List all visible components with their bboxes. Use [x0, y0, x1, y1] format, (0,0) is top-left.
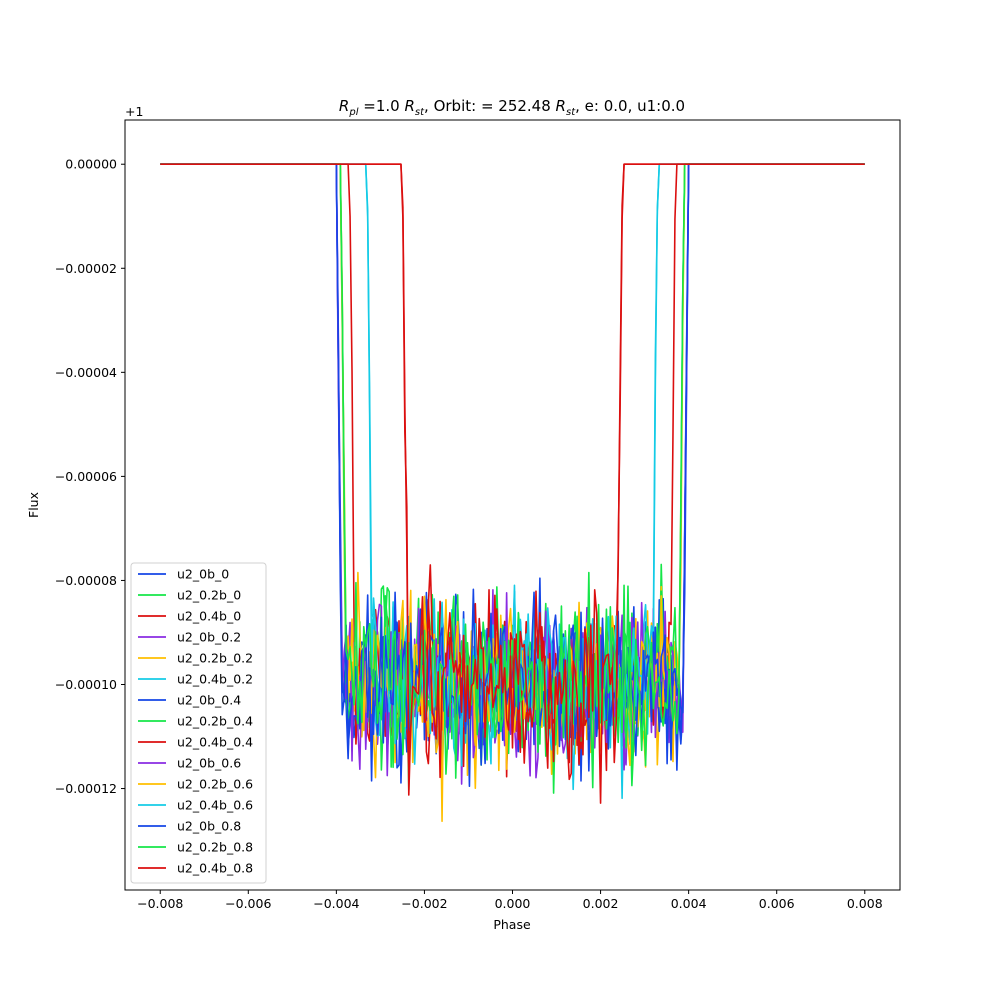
- y-tick-label: −0.00008: [55, 573, 117, 588]
- x-tick-label: −0.004: [313, 896, 359, 911]
- x-tick-label: 0.002: [583, 896, 619, 911]
- legend-label: u2_0.4b_0: [177, 609, 241, 624]
- x-tick-label: −0.006: [225, 896, 271, 911]
- x-tick-label: 0.004: [671, 896, 707, 911]
- y-tick-label: −0.00004: [55, 365, 117, 380]
- title-r-st2: R: [556, 97, 566, 115]
- x-tick-label: −0.002: [401, 896, 447, 911]
- legend-box: [130, 562, 267, 884]
- title-r-pl-sub: pl: [348, 107, 358, 118]
- legend-label: u2_0.2b_0: [177, 588, 241, 603]
- legend: u2_0b_0 u2_0.2b_0 u2_0.4b_0 u2_0b_0.2 u2_0.2…: [130, 562, 267, 884]
- x-tick-label: −0.008: [137, 896, 183, 911]
- y-tick-label: −0.00006: [55, 469, 117, 484]
- legend-label: u2_0.2b_0.4: [177, 714, 253, 729]
- title-orbit: , Orbit: = 252.48: [424, 97, 556, 115]
- title-r-st2-sub: st: [566, 107, 576, 118]
- y-axis-label: Flux: [26, 492, 41, 518]
- title-r-st-sub: st: [415, 107, 425, 118]
- legend-label: u2_0b_0.2: [177, 630, 241, 645]
- y-axis-ticks: 0.00000 −0.00002 −0.00004 −0.00006 −0.00008 −…: [55, 157, 125, 796]
- x-tick-label: 0.000: [495, 896, 531, 911]
- legend-label: u2_0.4b_0.2: [177, 672, 253, 687]
- x-axis-ticks: −0.008 −0.006 −0.004 −0.002 0.000 0.002 0.004 0…: [137, 890, 883, 911]
- legend-label: u2_0.2b_0.8: [177, 840, 253, 855]
- y-tick-label: −0.00012: [55, 781, 117, 796]
- title-tail: , e: 0.0, u1:0.0: [575, 97, 685, 115]
- legend-label: u2_0.4b_0.8: [177, 861, 253, 876]
- title-r-st: R: [404, 97, 414, 115]
- legend-label: u2_0b_0.4: [177, 693, 241, 708]
- legend-label: u2_0.4b_0.6: [177, 798, 253, 813]
- legend-label: u2_0.2b_0.6: [177, 777, 253, 792]
- title-radius-value: =1.0: [359, 97, 405, 115]
- title-r-pl: R: [339, 97, 349, 115]
- chart-title: Rpl =1.0 Rst, Orbit: = 252.48 Rst, e: 0.…: [339, 97, 685, 118]
- x-tick-label: 0.006: [759, 896, 795, 911]
- y-tick-label: −0.00010: [55, 677, 117, 692]
- y-tick-label: −0.00002: [55, 261, 117, 276]
- x-tick-label: 0.008: [847, 896, 883, 911]
- series-lines: [160, 163, 865, 823]
- y-offset-label: +1: [125, 104, 143, 119]
- y-tick-label: 0.00000: [65, 157, 117, 172]
- x-axis-label: Phase: [493, 917, 531, 932]
- legend-label: u2_0.2b_0.2: [177, 651, 253, 666]
- legend-label: u2_0b_0.8: [177, 819, 241, 834]
- legend-label: u2_0b_0: [177, 567, 229, 582]
- legend-label: u2_0b_0.6: [177, 756, 241, 771]
- series-line-u2_0.4b_0.8: [160, 163, 865, 804]
- legend-label: u2_0.4b_0.4: [177, 735, 253, 750]
